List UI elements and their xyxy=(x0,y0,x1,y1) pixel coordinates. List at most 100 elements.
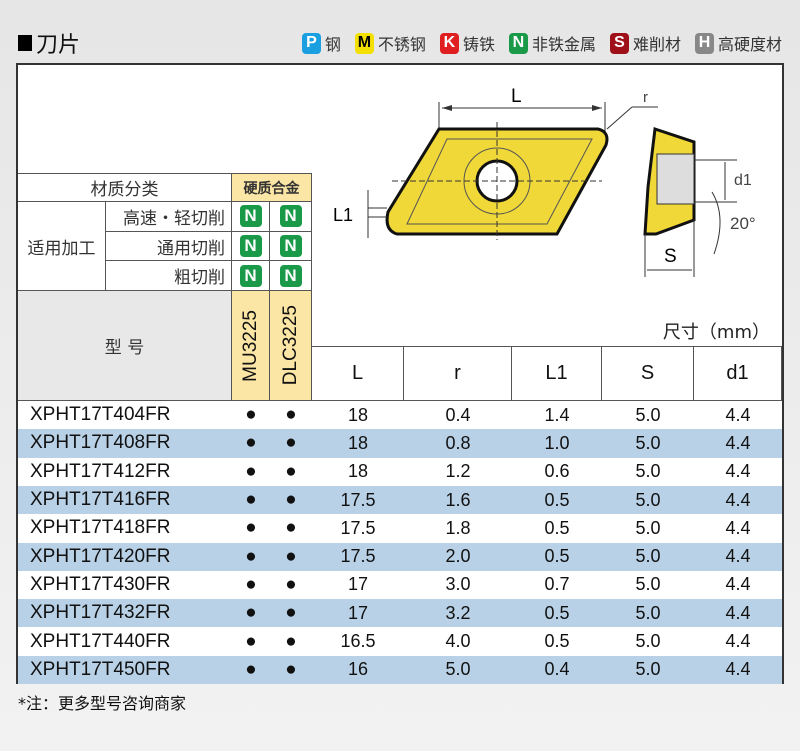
d1-cell: 4.4 xyxy=(725,602,751,623)
grade-header-mu: MU3225 xyxy=(232,291,270,401)
dlc-availability-dot: ● xyxy=(285,658,297,680)
legend-label: 高硬度材 xyxy=(717,35,782,54)
dlc-availability-dot: ● xyxy=(285,432,297,454)
material-header: 材质分类 xyxy=(18,173,232,202)
dlc-applicability: N xyxy=(270,202,312,232)
d1-cell: 4.4 xyxy=(725,574,751,595)
s-cell: 5.0 xyxy=(635,461,661,482)
l-cell: 18 xyxy=(347,404,369,425)
mu-availability-dot: ● xyxy=(245,602,257,624)
column-header-s: S xyxy=(602,346,694,401)
process-item: 高速・轻切削 xyxy=(106,202,232,232)
column-header-l: L xyxy=(312,346,404,401)
label-angle: 20° xyxy=(730,214,756,233)
r-cell: 1.2 xyxy=(445,461,471,482)
d1-cell: 4.4 xyxy=(725,432,751,453)
insert-table: L r L1 d1 20° S 材质分类 硬质合金 适用加工 高速・轻切削 N … xyxy=(16,63,784,684)
r-cell: 0.8 xyxy=(445,432,471,453)
material-badge-icon: K xyxy=(439,32,459,54)
legend-item: M 不锈钢 xyxy=(354,31,426,55)
section-title: 刀片 xyxy=(18,27,80,59)
table-row: XPHT17T432FR ● ● 17 3.2 0.5 5.0 4.4 xyxy=(18,599,782,628)
r-cell: 1.8 xyxy=(445,517,471,538)
mu-applicability: N xyxy=(232,231,270,262)
material-badge-icon: P xyxy=(301,32,321,54)
l1-cell: 0.5 xyxy=(544,546,570,567)
model-cell: XPHT17T432FR xyxy=(30,602,171,624)
l-cell: 16.5 xyxy=(340,631,376,652)
n-badge-icon: N xyxy=(239,264,262,287)
s-cell: 5.0 xyxy=(635,574,661,595)
n-badge-icon: N xyxy=(279,264,302,287)
process-item: 通用切削 xyxy=(106,231,232,262)
dlc-availability-dot: ● xyxy=(285,602,297,624)
mu-availability-dot: ● xyxy=(245,517,257,539)
table-row: XPHT17T440FR ● ● 16.5 4.0 0.5 5.0 4.4 xyxy=(18,627,782,656)
column-header-d1: d1 xyxy=(694,346,782,401)
mu-applicability: N xyxy=(232,202,270,232)
s-cell: 5.0 xyxy=(635,489,661,510)
mu-availability-dot: ● xyxy=(245,460,257,482)
l-cell: 17.5 xyxy=(340,517,376,538)
dlc-availability-dot: ● xyxy=(285,404,297,426)
mu-availability-dot: ● xyxy=(245,432,257,454)
s-cell: 5.0 xyxy=(635,404,661,425)
dlc-availability-dot: ● xyxy=(285,489,297,511)
material-badge-icon: N xyxy=(508,32,528,54)
n-badge-icon: N xyxy=(239,235,262,258)
label-L1: L1 xyxy=(333,205,353,225)
table-row: XPHT17T404FR ● ● 18 0.4 1.4 5.0 4.4 xyxy=(18,401,782,430)
l1-cell: 0.5 xyxy=(544,489,570,510)
l1-cell: 0.5 xyxy=(544,602,570,623)
grade-header-dlc: DLC3225 xyxy=(270,291,312,401)
mu-availability-dot: ● xyxy=(245,658,257,680)
s-cell: 5.0 xyxy=(635,659,661,680)
table-row: XPHT17T430FR ● ● 17 3.0 0.7 5.0 4.4 xyxy=(18,570,782,600)
r-cell: 1.6 xyxy=(445,489,471,510)
l-cell: 17.5 xyxy=(340,546,376,567)
footnote: *注：更多型号咨询商家 xyxy=(18,694,187,713)
l-cell: 17 xyxy=(347,574,369,595)
process-item: 粗切削 xyxy=(106,261,232,292)
model-cell: XPHT17T418FR xyxy=(30,517,171,539)
label-S: S xyxy=(664,246,677,267)
table-row: XPHT17T450FR ● ● 16 5.0 0.4 5.0 4.4 xyxy=(18,655,782,684)
insert-diagram: L r L1 d1 20° S xyxy=(333,86,756,277)
d1-cell: 4.4 xyxy=(725,461,751,482)
table-row: XPHT17T418FR ● ● 17.5 1.8 0.5 5.0 4.4 xyxy=(18,514,782,543)
d1-cell: 4.4 xyxy=(725,517,751,538)
column-header-r: r xyxy=(404,346,512,401)
grade-dlc-label: DLC3225 xyxy=(279,305,301,386)
legend-label: 不锈钢 xyxy=(377,35,426,54)
l1-cell: 0.5 xyxy=(544,517,570,538)
title-text: 刀片 xyxy=(36,33,81,58)
l-cell: 18 xyxy=(347,432,369,453)
s-cell: 5.0 xyxy=(635,517,661,538)
n-badge-icon: N xyxy=(239,205,262,228)
d1-cell: 4.4 xyxy=(725,404,751,425)
r-cell: 2.0 xyxy=(445,546,471,567)
model-cell: XPHT17T404FR xyxy=(30,404,171,426)
table-row: XPHT17T408FR ● ● 18 0.8 1.0 5.0 4.4 xyxy=(18,429,782,458)
dlc-availability-dot: ● xyxy=(285,573,297,595)
grade-group-header: 硬质合金 xyxy=(232,173,312,202)
dlc-availability-dot: ● xyxy=(285,545,297,567)
material-legend: P 钢 M 不锈钢 K 铸铁 N 非铁金属 S 难削材 H 高硬度材 xyxy=(301,31,782,55)
material-badge-icon: S xyxy=(609,32,629,54)
label-d1: d1 xyxy=(734,172,752,189)
dlc-applicability: N xyxy=(270,231,312,262)
mu-availability-dot: ● xyxy=(245,630,257,652)
l1-cell: 0.5 xyxy=(544,631,570,652)
l-cell: 17.5 xyxy=(340,489,376,510)
legend-item: K 铸铁 xyxy=(439,31,495,55)
model-cell: XPHT17T416FR xyxy=(30,489,171,511)
l1-cell: 1.4 xyxy=(544,404,570,425)
r-cell: 3.0 xyxy=(445,574,471,595)
d1-cell: 4.4 xyxy=(725,631,751,652)
l1-cell: 0.7 xyxy=(544,574,570,595)
legend-item: N 非铁金属 xyxy=(508,31,596,55)
label-L: L xyxy=(511,86,522,107)
legend-label: 非铁金属 xyxy=(531,35,596,54)
model-cell: XPHT17T408FR xyxy=(30,432,171,454)
